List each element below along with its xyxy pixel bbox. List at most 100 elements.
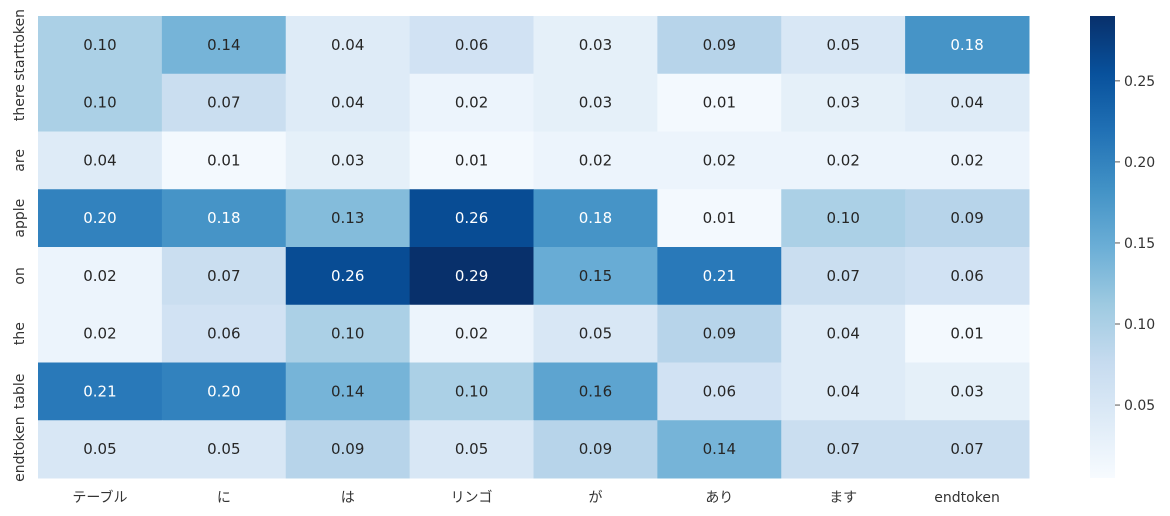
cell-value-label: 0.10 xyxy=(331,325,364,343)
cell-there-4 xyxy=(533,73,658,132)
cell-value-label: 0.05 xyxy=(207,440,240,458)
cell-value-label: 0.01 xyxy=(703,94,736,112)
cell-are-6 xyxy=(781,131,906,190)
x-tick-label: ます xyxy=(829,490,857,506)
cell-value-label: 0.03 xyxy=(579,36,612,54)
x-tick-label: テーブル xyxy=(72,489,127,506)
y-tick-label: apple xyxy=(12,199,28,238)
y-tick-label: there xyxy=(12,84,28,121)
cell-there-6 xyxy=(781,73,906,132)
y-tick-label: on xyxy=(12,267,28,284)
y-axis-tick-labels: starttoken there are apple on the table endtoke… xyxy=(12,9,28,482)
colorbar-tick-label: 0.20 xyxy=(1124,155,1155,171)
colorbar-tick-label: 0.05 xyxy=(1124,398,1155,414)
cell-value-label: 0.02 xyxy=(579,151,612,169)
cell-value-label: 0.03 xyxy=(331,151,364,169)
colorbar: 0.05 0.10 0.15 0.20 0.25 xyxy=(1090,16,1155,478)
cell-table-4 xyxy=(533,362,658,421)
cell-value-label: 0.06 xyxy=(950,267,983,285)
cell-on-3 xyxy=(409,247,534,306)
cell-there-5 xyxy=(657,73,782,132)
cell-are-2 xyxy=(285,131,411,190)
cell-endtoken-3 xyxy=(409,420,534,479)
cell-on-2 xyxy=(285,247,411,306)
cell-value-label: 0.05 xyxy=(826,36,859,54)
cell-are-7 xyxy=(905,131,1030,190)
colorbar-tick-label: 0.15 xyxy=(1124,236,1155,252)
cell-value-label: 0.10 xyxy=(83,36,116,54)
y-tick-label: starttoken xyxy=(12,9,28,81)
x-tick-label: endtoken xyxy=(934,490,1000,506)
cell-value-label: 0.13 xyxy=(331,209,364,227)
cell-the-7 xyxy=(905,304,1030,363)
cell-value-label: 0.06 xyxy=(207,325,240,343)
cell-value-label: 0.07 xyxy=(826,440,859,458)
y-tick-label: the xyxy=(12,322,28,345)
cell-value-label: 0.01 xyxy=(455,151,488,169)
cell-apple-3 xyxy=(409,189,534,248)
y-tick-label: table xyxy=(12,374,28,409)
heatmap-cells: 0.10 0.14 0.04 0.06 0.03 0.09 0.05 0.18 0.10 0.07… xyxy=(38,16,1030,479)
cell-table-6 xyxy=(781,362,906,421)
cell-apple-6 xyxy=(781,189,906,248)
cell-starttoken-7 xyxy=(905,16,1030,75)
cell-value-label: 0.15 xyxy=(579,267,612,285)
cell-starttoken-5 xyxy=(657,16,782,75)
cell-on-4 xyxy=(533,247,658,306)
cell-value-label: 0.06 xyxy=(703,382,736,400)
cell-value-label: 0.09 xyxy=(703,325,736,343)
cell-starttoken-1 xyxy=(161,16,287,75)
cell-the-4 xyxy=(533,304,658,363)
cell-value-label: 0.14 xyxy=(703,440,736,458)
y-tick-label: are xyxy=(12,149,28,172)
cell-value-label: 0.05 xyxy=(83,440,116,458)
cell-value-label: 0.09 xyxy=(950,209,983,227)
cell-value-label: 0.09 xyxy=(579,440,612,458)
cell-apple-1 xyxy=(161,189,287,248)
cell-the-1 xyxy=(161,304,287,363)
cell-the-3 xyxy=(409,304,534,363)
cell-value-label: 0.04 xyxy=(826,382,859,400)
cell-value-label: 0.21 xyxy=(83,382,116,400)
cell-value-label: 0.03 xyxy=(950,382,983,400)
cell-the-6 xyxy=(781,304,906,363)
cell-value-label: 0.02 xyxy=(950,151,983,169)
cell-there-1 xyxy=(161,73,287,132)
cell-value-label: 0.03 xyxy=(579,94,612,112)
cell-table-2 xyxy=(285,362,411,421)
cell-starttoken-0 xyxy=(38,16,163,75)
cell-value-label: 0.04 xyxy=(331,94,364,112)
cell-table-0 xyxy=(38,362,163,421)
cell-value-label: 0.01 xyxy=(703,209,736,227)
cell-on-0 xyxy=(38,247,163,306)
cell-value-label: 0.07 xyxy=(950,440,983,458)
cell-table-3 xyxy=(409,362,534,421)
cell-value-label: 0.02 xyxy=(83,325,116,343)
cell-value-label: 0.05 xyxy=(579,325,612,343)
cell-starttoken-4 xyxy=(533,16,658,75)
cell-value-label: 0.20 xyxy=(207,382,240,400)
x-axis-tick-labels: テーブル に は リンゴ が あり ます endtoken xyxy=(72,489,999,506)
cell-table-5 xyxy=(657,362,782,421)
cell-value-label: 0.18 xyxy=(579,209,612,227)
cell-starttoken-2 xyxy=(285,16,411,75)
cell-value-label: 0.21 xyxy=(703,267,736,285)
cell-value-label: 0.02 xyxy=(703,151,736,169)
cell-value-label: 0.02 xyxy=(826,151,859,169)
y-tick-label: endtoken xyxy=(12,416,28,482)
colorbar-gradient xyxy=(1090,16,1115,478)
cell-value-label: 0.16 xyxy=(579,382,612,400)
cell-value-label: 0.10 xyxy=(83,94,116,112)
cell-apple-5 xyxy=(657,189,782,248)
cell-are-0 xyxy=(38,131,163,190)
cell-endtoken-6 xyxy=(781,420,906,479)
cell-value-label: 0.26 xyxy=(455,209,488,227)
cell-value-label: 0.26 xyxy=(331,267,364,285)
cell-value-label: 0.09 xyxy=(703,36,736,54)
cell-value-label: 0.04 xyxy=(826,325,859,343)
cell-are-4 xyxy=(533,131,658,190)
x-tick-label: に xyxy=(217,490,231,506)
cell-endtoken-0 xyxy=(38,420,163,479)
x-tick-label: リンゴ xyxy=(451,489,493,506)
cell-value-label: 0.14 xyxy=(207,36,240,54)
